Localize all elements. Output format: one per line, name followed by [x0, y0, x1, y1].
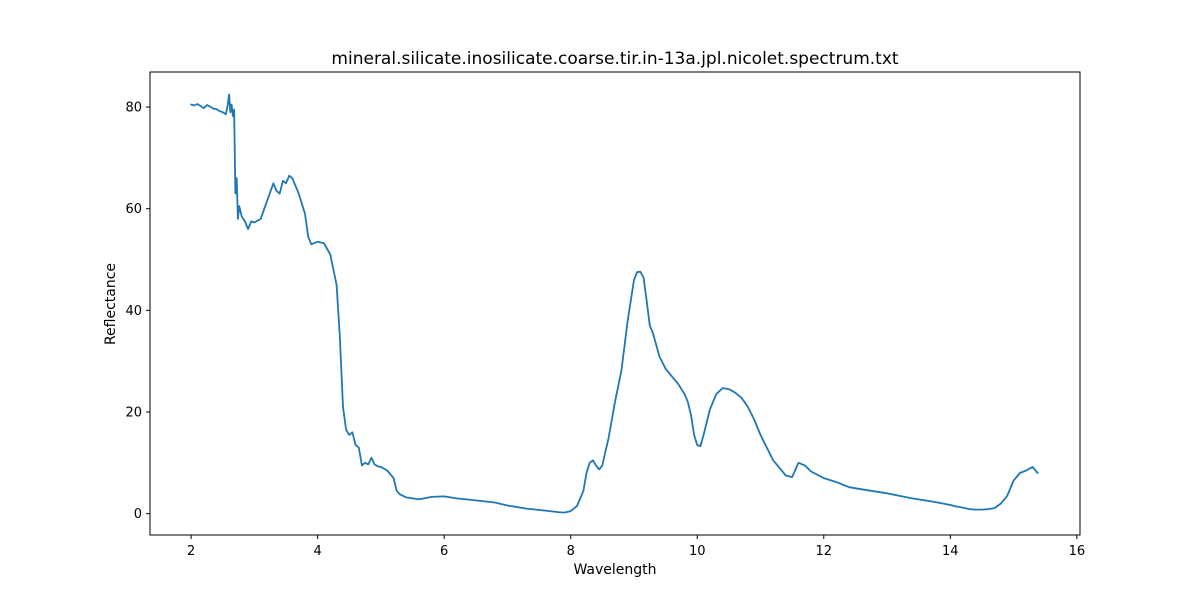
spectrum-series-line: [190, 93, 1039, 514]
y-tick-label: 20: [125, 406, 142, 421]
x-tick-label: 4: [314, 544, 322, 559]
y-tick-label: 60: [125, 202, 142, 217]
x-tick-label: 6: [440, 544, 448, 559]
x-tick-label: 14: [942, 544, 959, 559]
x-tick-label: 2: [187, 544, 195, 559]
y-axis-label: Reflectance: [103, 263, 119, 345]
y-tick-label: 0: [134, 507, 142, 522]
y-tick-label: 40: [125, 304, 142, 319]
x-axis-label: Wavelength: [573, 562, 656, 578]
x-tick-label: 10: [689, 544, 706, 559]
y-axis-ticks: 0 20 40 60 80: [125, 101, 150, 522]
plot-area-frame: [149, 71, 1081, 536]
y-tick-label: 80: [125, 101, 142, 116]
x-tick-label: 12: [816, 544, 833, 559]
x-axis-ticks: 2 4 6 8 10 12 14 16: [187, 535, 1085, 559]
chart-title: mineral.silicate.inosilicate.coarse.tir.…: [331, 49, 898, 69]
x-tick-label: 16: [1069, 544, 1086, 559]
x-tick-label: 8: [567, 544, 575, 559]
